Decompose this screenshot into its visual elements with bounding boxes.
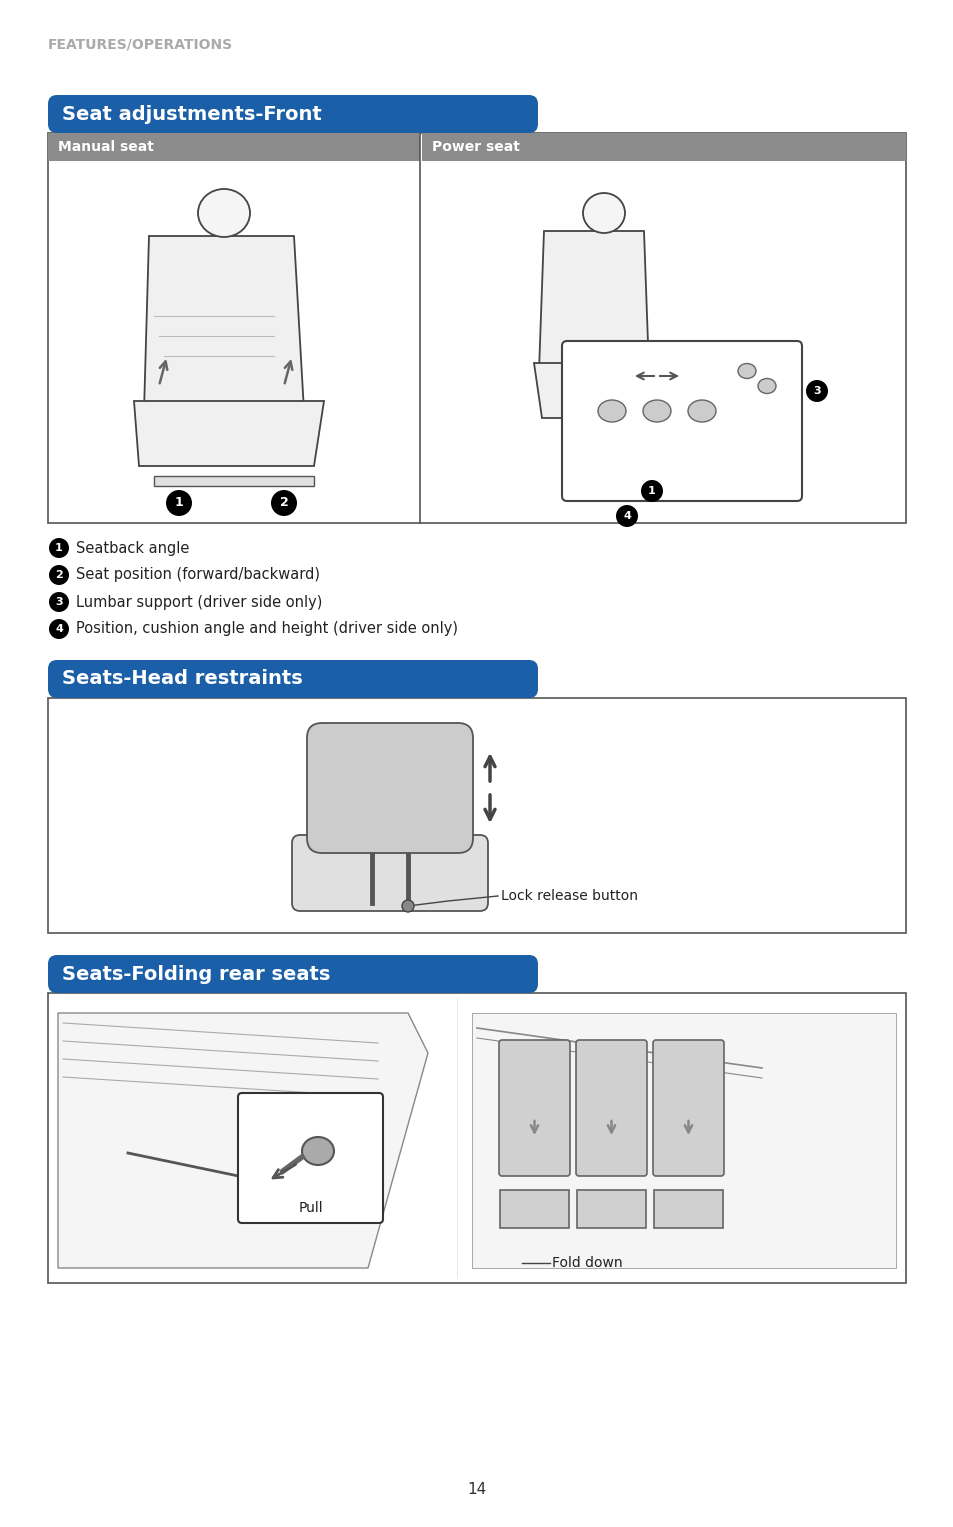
Circle shape bbox=[805, 380, 827, 402]
Circle shape bbox=[401, 899, 414, 912]
Text: Lumbar support (driver side only): Lumbar support (driver side only) bbox=[76, 594, 322, 609]
Circle shape bbox=[166, 490, 192, 516]
Text: 2: 2 bbox=[279, 496, 288, 510]
Text: Seat adjustments-Front: Seat adjustments-Front bbox=[62, 104, 321, 124]
Text: 1: 1 bbox=[647, 486, 655, 496]
FancyBboxPatch shape bbox=[237, 1093, 382, 1223]
Bar bbox=[48, 133, 419, 160]
FancyBboxPatch shape bbox=[652, 1040, 723, 1176]
Bar bbox=[421, 133, 905, 160]
Text: Power seat: Power seat bbox=[432, 140, 519, 154]
Circle shape bbox=[49, 592, 69, 612]
FancyBboxPatch shape bbox=[292, 835, 488, 912]
Polygon shape bbox=[472, 1012, 895, 1267]
Bar bbox=[153, 476, 314, 486]
Circle shape bbox=[616, 505, 638, 527]
Circle shape bbox=[49, 565, 69, 585]
Ellipse shape bbox=[598, 400, 625, 421]
Text: Manual seat: Manual seat bbox=[58, 140, 153, 154]
Ellipse shape bbox=[687, 400, 716, 421]
Text: Position, cushion angle and height (driver side only): Position, cushion angle and height (driv… bbox=[76, 621, 457, 637]
Text: Seats-Folding rear seats: Seats-Folding rear seats bbox=[62, 965, 330, 983]
FancyBboxPatch shape bbox=[307, 722, 473, 854]
Text: 4: 4 bbox=[55, 625, 63, 634]
Circle shape bbox=[49, 538, 69, 557]
Bar bbox=[48, 993, 905, 1283]
Text: Lock release button: Lock release button bbox=[500, 889, 638, 902]
Text: 14: 14 bbox=[467, 1483, 486, 1498]
Text: Seats-Head restraints: Seats-Head restraints bbox=[62, 669, 302, 689]
Text: 2: 2 bbox=[55, 570, 63, 580]
Ellipse shape bbox=[302, 1138, 334, 1165]
Text: 3: 3 bbox=[812, 386, 820, 395]
Polygon shape bbox=[58, 1012, 428, 1267]
Text: 3: 3 bbox=[55, 597, 63, 608]
Text: Seat position (forward/backward): Seat position (forward/backward) bbox=[76, 568, 319, 582]
Ellipse shape bbox=[582, 192, 624, 234]
FancyBboxPatch shape bbox=[48, 95, 537, 133]
Polygon shape bbox=[534, 363, 661, 418]
Text: 1: 1 bbox=[174, 496, 183, 510]
Polygon shape bbox=[144, 237, 304, 411]
Ellipse shape bbox=[642, 400, 670, 421]
Text: Pull: Pull bbox=[298, 1202, 322, 1215]
Text: 1: 1 bbox=[55, 544, 63, 553]
Text: FEATURES/OPERATIONS: FEATURES/OPERATIONS bbox=[48, 38, 233, 52]
FancyBboxPatch shape bbox=[498, 1040, 569, 1176]
Bar bbox=[499, 1190, 568, 1228]
FancyBboxPatch shape bbox=[561, 341, 801, 501]
Text: 4: 4 bbox=[622, 512, 630, 521]
Bar bbox=[48, 698, 905, 933]
Ellipse shape bbox=[758, 379, 775, 394]
Text: Seatback angle: Seatback angle bbox=[76, 541, 190, 556]
Text: Fold down: Fold down bbox=[552, 1257, 622, 1270]
FancyBboxPatch shape bbox=[48, 954, 537, 993]
Polygon shape bbox=[133, 402, 324, 466]
Bar bbox=[48, 133, 905, 524]
FancyBboxPatch shape bbox=[48, 660, 537, 698]
Circle shape bbox=[49, 618, 69, 638]
FancyBboxPatch shape bbox=[576, 1040, 646, 1176]
Circle shape bbox=[640, 479, 662, 502]
Circle shape bbox=[271, 490, 296, 516]
Ellipse shape bbox=[738, 363, 755, 379]
Polygon shape bbox=[538, 231, 648, 371]
Bar bbox=[577, 1190, 645, 1228]
Bar bbox=[654, 1190, 722, 1228]
Ellipse shape bbox=[198, 189, 250, 237]
